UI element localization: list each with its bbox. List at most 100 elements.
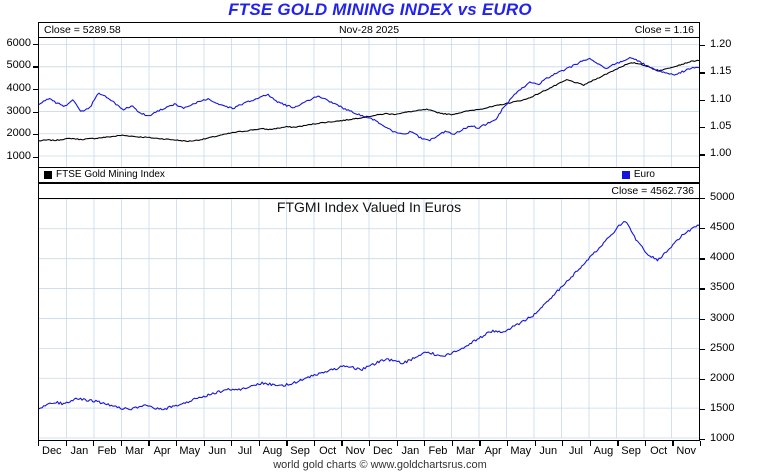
x-axis-month-label: Mar [125,445,145,457]
legend-swatch-euro-icon [621,171,630,179]
x-axis-month-label: Apr [153,445,171,457]
x-axis-month-label: Sep [621,445,641,457]
legend-item-euro[interactable]: Euro [621,168,655,182]
top-left-axis-tick-mark [33,66,38,68]
x-axis-month-label: Feb [97,445,117,457]
top-left-axis-tick-mark [33,43,38,46]
x-axis-tick-mark [396,441,398,446]
bottom-right-axis-tick-label: 3500 [710,281,735,294]
top-chart-legend: FTSE Gold Mining Index Euro [39,167,699,182]
top-left-axis-tick-label: 4000 [6,81,31,94]
top-right-axis-tick-mark [700,45,705,47]
bottom-chart-panel: Close = 4562.736 FTGMI Index Valued In E… [38,183,700,441]
x-axis-tick-mark [341,441,343,446]
x-axis-month-label: Feb [428,445,448,457]
top-left-axis-tick-label: 5000 [6,59,31,72]
bottom-right-axis-tick-mark [700,348,705,350]
top-right-axis-tick-label: 1.05 [710,120,732,133]
x-axis-month-label: Jan [401,445,420,457]
bottom-chart-plot [39,198,699,439]
top-right-axis-tick-mark [700,72,705,74]
x-axis-month-label: Oct [319,445,337,457]
x-axis-month-label: May [179,445,201,457]
x-axis-month-label: Sep [290,445,310,457]
top-right-axis-tick-label: 1.15 [710,65,732,78]
x-axis-tick-mark [120,441,123,446]
x-axis-month-label: Nov [676,445,696,457]
x-axis-tick-mark [38,441,40,446]
top-right-axis-tick-mark [700,154,705,156]
x-axis-tick-mark [451,441,454,446]
top-left-axis-tick-label: 3000 [6,104,31,117]
x-axis-tick-mark [65,441,67,446]
page-title: FTSE GOLD MINING INDEX vs EURO [228,0,532,19]
top-right-axis-tick-label: 1.10 [710,92,732,105]
bottom-right-axis-tick-mark [700,228,705,230]
bottom-right-axis-tick-mark [700,288,705,290]
top-right-axis-tick-mark [700,127,705,129]
x-axis-tick-mark [203,441,205,446]
legend-label-ftse: FTSE Gold Mining Index [56,169,165,180]
x-axis-month-label: Jun [208,445,227,457]
x-axis-tick-mark [93,441,95,446]
x-axis-month-label: Aug [262,445,283,457]
x-axis-tick-mark [534,441,536,446]
x-axis-month-label: Jul [237,445,252,457]
bottom-right-axis-tick-label: 4500 [710,221,735,234]
top-left-axis-tick-label: 2000 [6,127,31,140]
top-left-axis-tick-mark [33,88,38,91]
x-axis-month-label: Dec [42,445,62,457]
legend-item-ftse[interactable]: FTSE Gold Mining Index [44,168,165,182]
x-axis-tick-mark [479,441,481,446]
top-right-axis-tick-label: 1.00 [710,147,732,160]
bottom-right-axis-tick-label: 1500 [710,401,735,414]
x-axis-tick-mark [424,441,426,446]
x-axis-month-label: Dec [373,445,393,457]
x-axis-month-label: Mar [456,445,476,457]
x-axis-tick-mark [617,441,619,446]
bottom-right-axis-tick-mark [700,378,705,381]
x-axis-labels: Dec Jan Feb Mar Apr May Jun Jul Aug Sep Oct Nov Dec J… [38,444,700,459]
x-axis-month-label: Oct [650,445,668,457]
bottom-right-axis-tick-label: 1000 [710,432,735,444]
bottom-right-axis-tick-label: 2000 [710,371,735,384]
bottom-right-axis-tick-label: 2500 [710,341,735,354]
legend-swatch-ftse-icon [44,171,52,179]
top-right-axis-tick-label: 1.20 [710,38,732,51]
x-axis-tick-mark [672,441,674,446]
x-axis-month-label: Aug [593,445,614,457]
bottom-right-axis-tick-label: 5000 [710,191,735,203]
x-axis-tick-mark [562,441,564,446]
x-axis-month-label: Nov [345,445,365,457]
x-axis-tick-mark [231,441,233,446]
top-left-axis-tick-label: 1000 [6,149,31,162]
bottom-right-axis-tick-label: 3000 [710,311,735,324]
top-chart-plot [39,37,699,168]
x-axis-month-label: Jul [568,445,583,457]
bottom-right-axis-tick-mark [700,439,705,441]
top-left-axis-tick-mark [33,134,38,136]
top-chart-panel: Close = 5289.58 Nov-28 2025 Close = 1.16… [38,22,700,183]
bottom-right-axis-tick-mark [700,318,705,320]
top-left-axis-tick-mark [33,156,38,158]
x-axis-month-label: Jan [70,445,89,457]
footer-credit: world gold charts © www.goldchartsrus.co… [273,459,487,471]
x-axis-month-label: May [510,445,532,457]
x-axis-tick-mark [369,441,371,446]
x-axis-month-label: Jun [539,445,558,457]
bottom-right-axis-tick-label: 4000 [710,251,735,264]
bottom-right-axis-tick-mark [700,198,705,200]
x-axis-tick-mark [589,441,591,446]
x-axis-tick-mark [175,441,178,446]
bottom-right-axis-tick-mark [700,408,705,411]
bottom-right-axis-tick-mark [700,258,705,260]
top-left-axis-tick-label: 6000 [6,36,31,49]
x-axis-tick-mark [286,441,288,446]
top-left-axis-tick-mark [33,111,38,113]
x-axis-tick-mark [506,441,509,446]
x-axis-month-label: Apr [484,445,502,457]
x-axis-tick-mark [148,441,150,446]
x-axis-tick-mark [258,441,260,446]
x-axis-tick-mark [313,441,316,446]
